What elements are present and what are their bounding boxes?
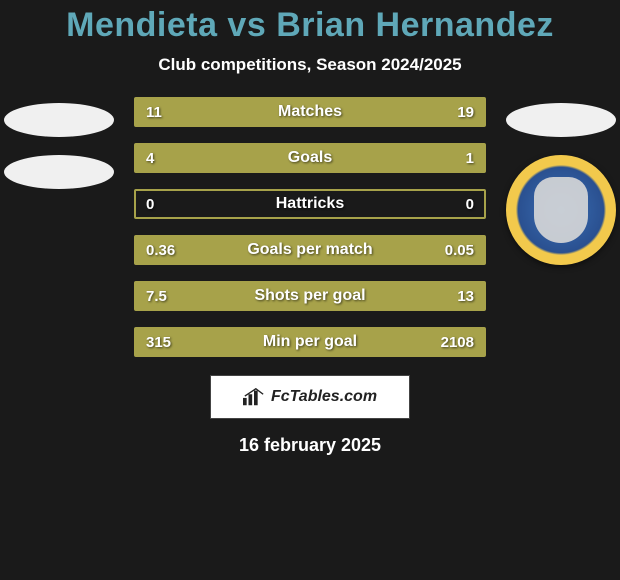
source-badge: FcTables.com <box>210 375 410 419</box>
page-title: Mendieta vs Brian Hernandez <box>0 6 620 45</box>
bar-left-fill <box>136 329 181 355</box>
bar-right-fill <box>181 329 484 355</box>
placeholder-ellipse-icon <box>4 103 114 137</box>
bar-chart-icon <box>243 388 265 406</box>
stat-row: Goals per match0.360.05 <box>134 235 486 265</box>
stat-row: Matches1119 <box>134 97 486 127</box>
bar-right-fill <box>263 283 484 309</box>
source-badge-text: FcTables.com <box>271 388 377 406</box>
stat-row: Min per goal3152108 <box>134 327 486 357</box>
stat-value-right: 0 <box>456 191 484 217</box>
comparison-chart: Matches1119 Goals41 Hattricks0 0 Goals per m… <box>0 97 620 357</box>
bar-right-fill <box>414 145 484 171</box>
player-left-logos <box>4 97 114 207</box>
stat-label: Hattricks <box>136 191 484 217</box>
bar-left-fill <box>136 145 414 171</box>
subtitle: Club competitions, Season 2024/2025 <box>0 55 620 75</box>
player-right-logos <box>506 97 616 265</box>
stat-row: Hattricks0 0 <box>134 189 486 219</box>
stat-value-left: 0 <box>136 191 164 217</box>
bar-left-fill <box>136 99 264 125</box>
bar-left-fill <box>136 283 263 309</box>
bar-right-fill <box>442 237 484 263</box>
bar-left-fill <box>136 237 442 263</box>
placeholder-ellipse-icon <box>506 103 616 137</box>
stat-bars: Matches1119 Goals41 Hattricks0 0 Goals per m… <box>134 97 486 373</box>
date-text: 16 february 2025 <box>0 435 620 456</box>
stat-row: Goals41 <box>134 143 486 173</box>
bar-right-fill <box>264 99 484 125</box>
placeholder-ellipse-icon <box>4 155 114 189</box>
club-logo-icon <box>506 155 616 265</box>
stat-row: Shots per goal7.513 <box>134 281 486 311</box>
